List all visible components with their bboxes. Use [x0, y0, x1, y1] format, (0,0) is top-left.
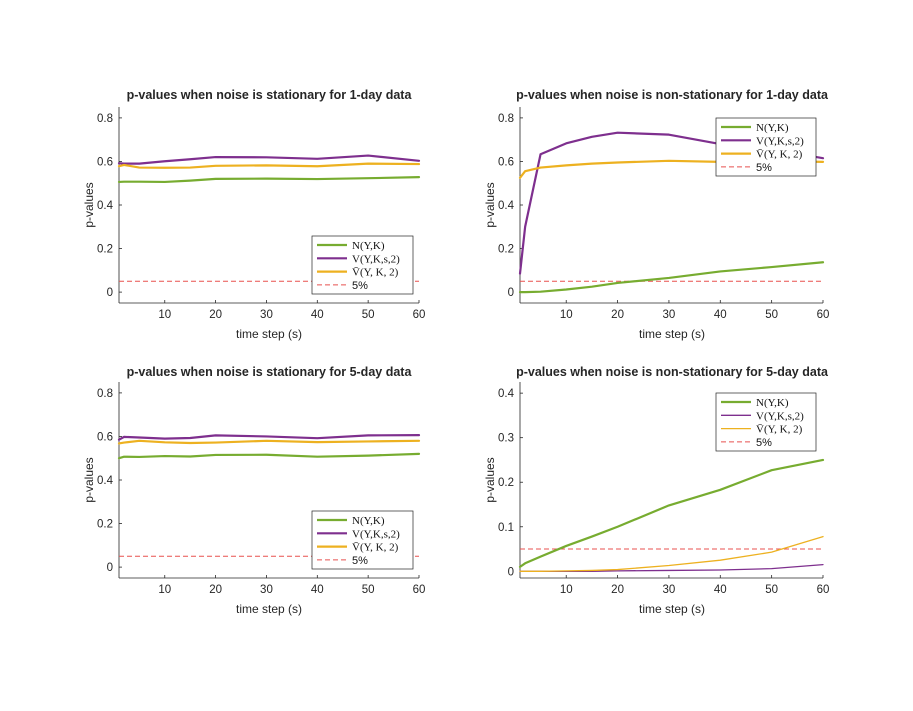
x-tick-label: 20 — [611, 584, 624, 596]
legend-label: 5% — [352, 555, 368, 567]
x-tick-label: 50 — [362, 584, 375, 596]
series-line-3 — [117, 439, 421, 445]
x-tick-label: 50 — [765, 584, 778, 596]
x-tick-label: 60 — [817, 584, 830, 596]
subplot-1: p-values when noise is stationary for 1-… — [82, 88, 425, 341]
y-tick-label: 0.4 — [498, 200, 515, 212]
x-axis-label: time step (s) — [236, 602, 302, 616]
y-tick-label: 0.2 — [97, 519, 113, 531]
y-tick-label: 0.1 — [498, 522, 514, 534]
legend-label: N(Y,K) — [756, 397, 789, 409]
x-tick-label: 60 — [413, 309, 426, 321]
y-tick-label: 0.8 — [498, 113, 514, 125]
y-tick-label: 0.6 — [498, 156, 514, 168]
x-tick-label: 10 — [158, 584, 171, 596]
y-tick-label: 0.4 — [97, 475, 114, 487]
legend-label: N(Y,K) — [756, 122, 789, 134]
legend-label: 5% — [756, 162, 772, 174]
subplot-4: p-values when noise is non-stationary fo… — [483, 365, 829, 616]
y-tick-label: 0 — [508, 287, 514, 299]
y-tick-label: 0.8 — [97, 388, 113, 400]
y-tick-label: 0.2 — [498, 244, 514, 256]
series-line-1 — [518, 458, 825, 568]
x-tick-label: 20 — [209, 584, 222, 596]
x-axis-label: time step (s) — [236, 327, 302, 341]
legend-label: 5% — [756, 437, 772, 449]
series-line-1 — [117, 176, 421, 184]
subplot-2: p-values when noise is non-stationary fo… — [483, 88, 829, 341]
x-tick-label: 20 — [611, 309, 624, 321]
legend-label: V(Y,K,s,2) — [756, 410, 804, 422]
series-line-3 — [117, 162, 421, 169]
series-line-2 — [117, 434, 421, 441]
legend-label: V(Y,K,s,2) — [756, 135, 804, 147]
x-tick-label: 20 — [209, 309, 222, 321]
y-tick-label: 0.4 — [97, 200, 114, 212]
x-tick-label: 10 — [158, 309, 171, 321]
x-tick-label: 50 — [765, 309, 778, 321]
legend-label: 5% — [352, 280, 368, 292]
subplot-3: p-values when noise is stationary for 5-… — [82, 365, 425, 616]
series-line-2 — [117, 154, 421, 165]
x-tick-label: 10 — [560, 309, 573, 321]
legend-label: V̄(Y, K, 2) — [756, 149, 803, 161]
x-tick-label: 30 — [663, 309, 676, 321]
y-tick-label: 0 — [107, 287, 113, 299]
y-tick-label: 0.2 — [498, 477, 514, 489]
y-axis-label: p-values — [82, 457, 96, 502]
series-line-1 — [117, 452, 421, 460]
subplot-title: p-values when noise is non-stationary fo… — [516, 365, 829, 379]
y-tick-label: 0 — [508, 566, 514, 578]
series-line-1 — [518, 261, 825, 294]
y-tick-label: 0.8 — [97, 113, 113, 125]
x-tick-label: 50 — [362, 309, 375, 321]
y-axis-label: p-values — [483, 182, 497, 227]
x-tick-label: 60 — [413, 584, 426, 596]
x-tick-label: 30 — [260, 309, 273, 321]
legend-label: V̄(Y, K, 2) — [756, 424, 803, 436]
subplot-title: p-values when noise is stationary for 5-… — [127, 365, 413, 379]
y-axis-label: p-values — [82, 182, 96, 227]
legend: N(Y,K)V(Y,K,s,2) V̄(Y, K, 2)5% — [311, 235, 414, 295]
legend: N(Y,K)V(Y,K,s,2) V̄(Y, K, 2)5% — [311, 510, 414, 570]
y-tick-label: 0.6 — [97, 431, 113, 443]
x-tick-label: 40 — [714, 584, 727, 596]
x-tick-label: 60 — [817, 309, 830, 321]
series-line-3 — [519, 535, 824, 572]
legend-label: N(Y,K) — [352, 515, 385, 527]
legend-label: V(Y,K,s,2) — [352, 253, 400, 265]
legend: N(Y,K)V(Y,K,s,2) V̄(Y, K, 2)5% — [715, 392, 817, 452]
x-tick-label: 30 — [260, 584, 273, 596]
subplot-title: p-values when noise is non-stationary fo… — [516, 88, 829, 102]
x-tick-label: 30 — [663, 584, 676, 596]
y-tick-label: 0.2 — [97, 244, 113, 256]
legend-label: V(Y,K,s,2) — [352, 528, 400, 540]
legend-label: V̄(Y, K, 2) — [352, 542, 399, 554]
x-axis-label: time step (s) — [639, 602, 705, 616]
y-axis-label: p-values — [483, 457, 497, 502]
legend-label: V̄(Y, K, 2) — [352, 267, 399, 279]
x-tick-label: 40 — [311, 309, 324, 321]
legend: N(Y,K)V(Y,K,s,2) V̄(Y, K, 2)5% — [715, 117, 817, 177]
y-tick-label: 0.6 — [97, 156, 113, 168]
x-tick-label: 40 — [714, 309, 727, 321]
x-tick-label: 10 — [560, 584, 573, 596]
x-axis-label: time step (s) — [639, 327, 705, 341]
subplot-title: p-values when noise is stationary for 1-… — [127, 88, 413, 102]
y-tick-label: 0.4 — [498, 388, 515, 400]
x-tick-label: 40 — [311, 584, 324, 596]
y-tick-label: 0.3 — [498, 433, 514, 445]
y-tick-label: 0 — [107, 562, 113, 574]
legend-label: N(Y,K) — [352, 240, 385, 252]
